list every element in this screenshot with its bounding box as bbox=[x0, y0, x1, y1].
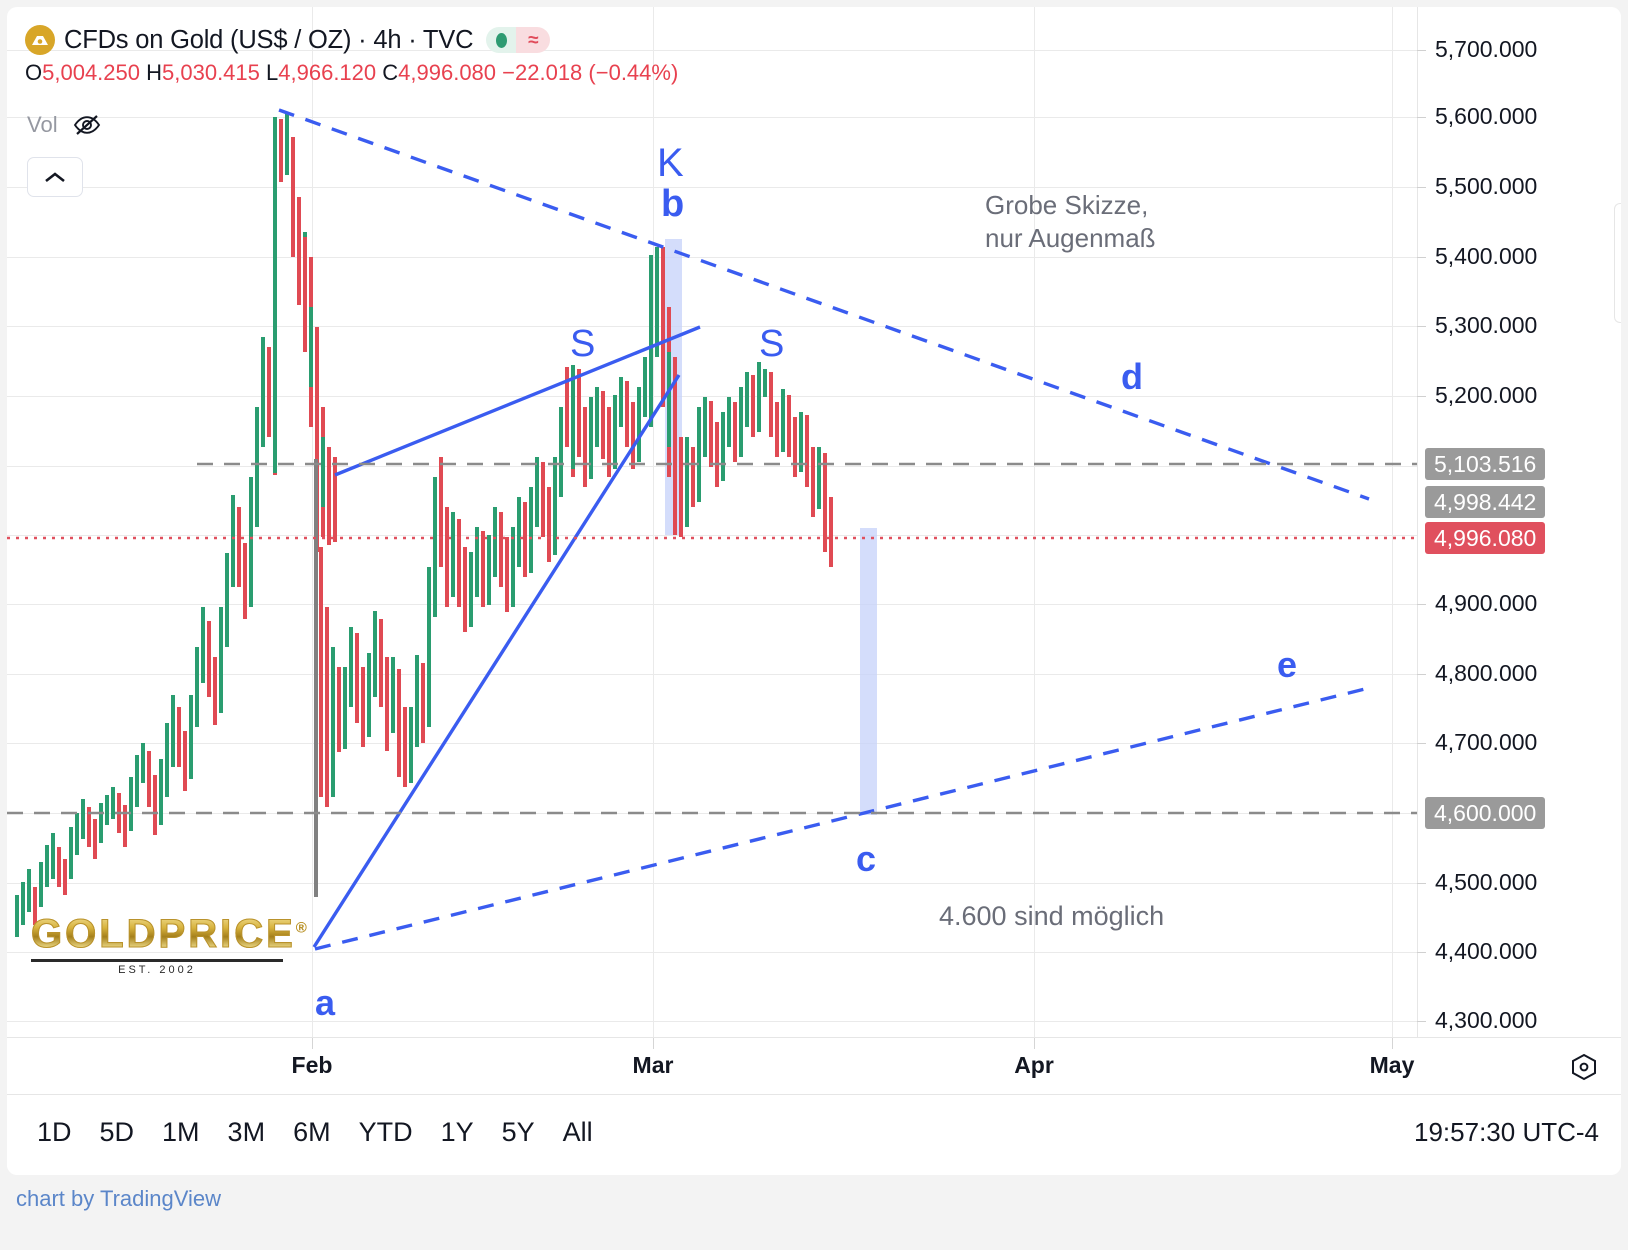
range-button-1y[interactable]: 1Y bbox=[440, 1116, 474, 1147]
price-tick: 5,500.000 bbox=[1435, 173, 1538, 199]
time-label-apr: Apr bbox=[1014, 1052, 1054, 1078]
low-key: L bbox=[266, 60, 279, 85]
collapse-pane-button[interactable] bbox=[27, 157, 83, 197]
time-label-mar: Mar bbox=[632, 1052, 674, 1078]
price-tag-level-4998[interactable]: 4,998.442 bbox=[1425, 486, 1546, 518]
high-value: 5,030.415 bbox=[162, 60, 260, 85]
range-toolbar[interactable]: 1D 5D 1M 3M 6M YTD 1Y 5Y All 19:57:30 UT… bbox=[7, 1095, 1621, 1169]
volume-label: Vol bbox=[27, 112, 58, 137]
trendline-e-dashed bbox=[314, 686, 1370, 951]
watermark-est: EST. 2002 bbox=[118, 964, 196, 976]
trendline-a-b-lower bbox=[312, 374, 681, 948]
candles bbox=[15, 113, 833, 937]
range-button-ytd[interactable]: YTD bbox=[358, 1116, 413, 1147]
watermark-rule bbox=[31, 959, 283, 962]
range-button-5y[interactable]: 5Y bbox=[501, 1116, 535, 1147]
close-key: C bbox=[382, 60, 399, 85]
price-tick: 4,500.000 bbox=[1435, 869, 1538, 895]
trendline-d-dashed bbox=[278, 108, 1370, 501]
price-chart-plot[interactable]: GOLDPRICE® EST. 2002 bbox=[7, 7, 1417, 1037]
price-tag-last-price[interactable]: 4,996.080 bbox=[1425, 522, 1546, 554]
clock-label: 19:57:30 UTC-4 bbox=[1414, 1116, 1599, 1147]
chart-settings-icon[interactable] bbox=[1569, 1052, 1599, 1087]
range-button-3m[interactable]: 3M bbox=[227, 1116, 266, 1147]
gold-bar-icon bbox=[25, 25, 55, 55]
price-axis[interactable]: 5,700.000 5,600.000 5,500.000 5,400.000 … bbox=[1417, 7, 1621, 1037]
time-label-feb: Feb bbox=[291, 1052, 333, 1078]
range-button-all[interactable]: All bbox=[562, 1116, 593, 1147]
price-tick: 4,400.000 bbox=[1435, 938, 1538, 964]
highlight-band-c bbox=[860, 528, 877, 815]
change-value: −22.018 (−0.44%) bbox=[502, 60, 679, 85]
candlestick-series bbox=[7, 108, 1417, 951]
chevron-up-icon bbox=[45, 171, 65, 182]
time-axis[interactable]: Feb Mar Apr May bbox=[7, 1037, 1621, 1095]
trendlines bbox=[278, 108, 1370, 951]
trendline-upper-solid bbox=[334, 325, 701, 477]
low-value: 4,966.120 bbox=[278, 60, 377, 85]
horizontal-levels bbox=[7, 462, 1417, 815]
price-tick: 4,800.000 bbox=[1435, 660, 1538, 686]
price-tick: 4,300.000 bbox=[1435, 1007, 1538, 1033]
tradingview-credit[interactable]: chart by TradingView bbox=[16, 1186, 222, 1211]
ohlc-values: O5,004.250 H5,030.415 L4,966.120 C4,996.… bbox=[25, 60, 679, 85]
price-tick: 5,600.000 bbox=[1435, 103, 1538, 129]
goldprice-watermark: GOLDPRICE® EST. 2002 bbox=[31, 912, 310, 977]
open-key: O bbox=[25, 60, 43, 85]
chart-card: GOLDPRICE® EST. 2002 bbox=[7, 7, 1621, 1175]
range-button-6m[interactable]: 6M bbox=[293, 1116, 331, 1147]
chart-legend: CFDs on Gold (US$ / OZ) · 4h · TVC ≈ O5,… bbox=[25, 25, 678, 85]
price-tick: 5,400.000 bbox=[1435, 243, 1538, 269]
close-value: 4,996.080 bbox=[398, 60, 497, 85]
range-button-1d[interactable]: 1D bbox=[37, 1116, 72, 1147]
market-open-dot-icon bbox=[486, 27, 517, 53]
price-tag-level-5103[interactable]: 5,103.516 bbox=[1425, 448, 1546, 480]
symbol-title[interactable]: CFDs on Gold (US$ / OZ) · 4h · TVC bbox=[64, 25, 474, 54]
range-button-1m[interactable]: 1M bbox=[162, 1116, 200, 1147]
open-value: 5,004.250 bbox=[42, 60, 140, 85]
price-tick: 4,700.000 bbox=[1435, 729, 1538, 755]
price-tick: 5,200.000 bbox=[1435, 382, 1538, 408]
price-tag-level-4600[interactable]: 4,600.000 bbox=[1425, 797, 1546, 829]
approx-wave-icon: ≈ bbox=[516, 27, 551, 53]
market-status-pill[interactable]: ≈ bbox=[486, 27, 551, 53]
price-tick: 5,700.000 bbox=[1435, 36, 1538, 62]
time-label-may: May bbox=[1369, 1052, 1415, 1078]
volume-pane-header: Vol bbox=[27, 112, 102, 138]
eye-off-icon[interactable] bbox=[72, 113, 102, 137]
watermark-trademark: ® bbox=[295, 919, 310, 937]
range-button-5d[interactable]: 5D bbox=[99, 1116, 135, 1147]
price-tick: 4,900.000 bbox=[1435, 590, 1538, 616]
range-buttons: 1D 5D 1M 3M 6M YTD 1Y 5Y All bbox=[7, 1113, 607, 1152]
price-tick: 5,300.000 bbox=[1435, 312, 1538, 338]
high-key: H bbox=[146, 60, 163, 85]
price-scale-handle[interactable] bbox=[1614, 203, 1621, 323]
watermark-name: GOLDPRICE bbox=[31, 912, 296, 957]
